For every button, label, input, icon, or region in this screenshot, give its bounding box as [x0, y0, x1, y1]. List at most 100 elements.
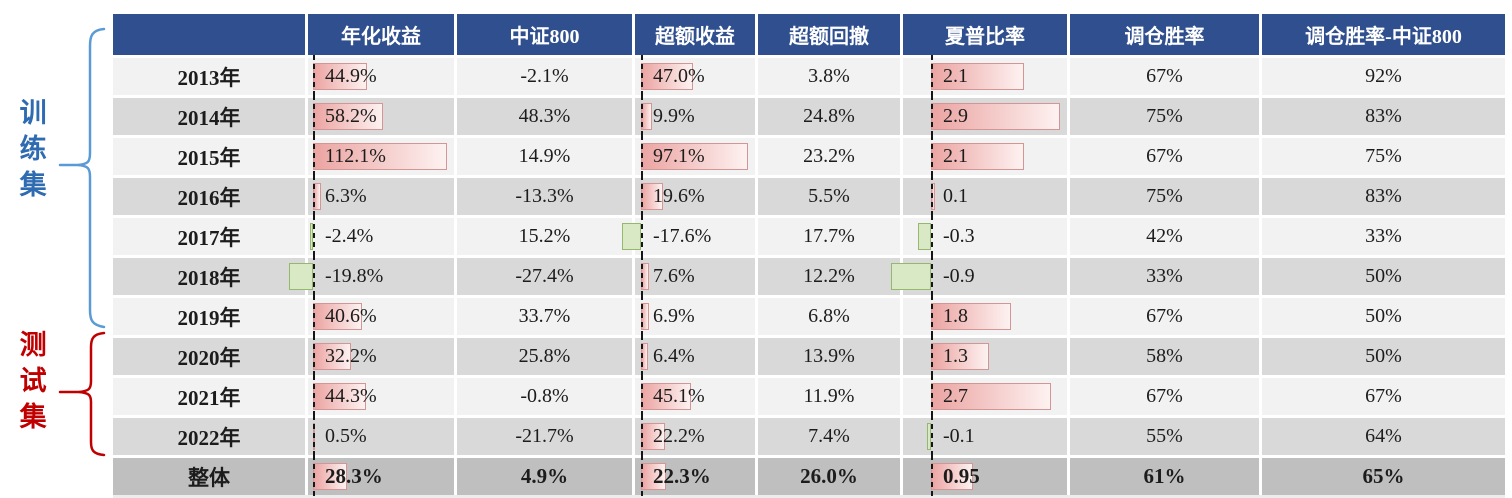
cell-value: 2.7 [943, 385, 968, 407]
header-cell-6: 调仓胜率 [1070, 14, 1259, 55]
dashed-guide-line [313, 455, 315, 498]
data-bar-cell: -19.8% [289, 255, 454, 298]
data-cell: 17.7% [758, 218, 900, 255]
year-cell: 2015年 [113, 138, 305, 175]
data-bar-cell: -2.4% [308, 215, 454, 258]
cell-value: 28.3% [325, 464, 383, 488]
data-bar-negative [621, 223, 641, 250]
data-cell: 15.2% [457, 218, 632, 255]
cell-value: 97.1% [653, 145, 705, 167]
data-cell: 58% [1070, 338, 1259, 375]
data-cell: 12.2% [758, 258, 900, 295]
data-cell: 5.5% [758, 178, 900, 215]
year-cell: 2020年 [113, 338, 305, 375]
dashed-guide-line [931, 335, 933, 378]
cell-value: 6.8% [808, 305, 850, 327]
cell-value: 3.8% [808, 65, 850, 87]
cell-value: 55% [1146, 425, 1183, 447]
cell-value: 67% [1146, 145, 1183, 167]
cell-value: -0.3 [943, 225, 975, 247]
data-cell: 50% [1262, 338, 1505, 375]
data-bar-cell: 58.2% [308, 95, 454, 138]
data-bar-cell: 1.8 [903, 295, 1067, 338]
dashed-guide-line [641, 415, 643, 458]
cell-value: 75% [1146, 105, 1183, 127]
year-cell: 2021年 [113, 378, 305, 415]
group-braces [58, 27, 106, 457]
header-cell-3: 超额收益 [635, 14, 755, 55]
header-cell-1: 年化收益 [308, 14, 454, 55]
data-bar-cell: 2.7 [903, 375, 1067, 418]
cell-value: 33% [1146, 265, 1183, 287]
data-bar-cell: 0.1 [903, 175, 1067, 218]
data-cell: 67% [1070, 58, 1259, 95]
data-bar-positive [931, 143, 1025, 170]
data-cell: 83% [1262, 98, 1505, 135]
dashed-guide-line [313, 255, 315, 298]
performance-table: 年化收益 中证800 超额收益 超额回撤 夏普比率 调仓胜率 调仓胜率-中证800 2013年… [113, 14, 1505, 498]
data-cell: 55% [1070, 418, 1259, 455]
data-cell: 7.4% [758, 418, 900, 455]
dashed-guide-line [313, 295, 315, 338]
cell-value: 58% [1146, 345, 1183, 367]
cell-value: 33.7% [518, 305, 571, 327]
header-cell-4: 超额回撤 [758, 14, 900, 55]
data-bar-cell: 44.9% [308, 55, 454, 98]
cell-value: 48.3% [518, 105, 571, 127]
cell-value: 26.0% [800, 464, 858, 488]
cell-value: -0.8% [520, 385, 569, 407]
cell-value: 50% [1365, 305, 1402, 327]
year-cell: 2019年 [113, 298, 305, 335]
cell-value: 5.5% [808, 185, 850, 207]
cell-value: 42% [1146, 225, 1183, 247]
dashed-guide-line [931, 55, 933, 98]
test-brace-icon [58, 331, 106, 457]
dashed-guide-line [641, 375, 643, 418]
data-cell: 75% [1070, 178, 1259, 215]
train-set-label: 训练集 [15, 98, 46, 206]
cell-value: 0.5% [325, 425, 367, 447]
cell-value: 47.0% [653, 65, 705, 87]
data-bar-cell: 112.1% [308, 135, 454, 178]
data-bar-cell: 47.0% [635, 55, 755, 98]
cell-value: 7.4% [808, 425, 850, 447]
cell-value: 1.3 [943, 345, 968, 367]
cell-value: 19.6% [653, 185, 705, 207]
data-cell: 3.8% [758, 58, 900, 95]
cell-value: 33% [1365, 225, 1402, 247]
data-bar-cell: 2.1 [903, 55, 1067, 98]
dashed-guide-line [641, 95, 643, 138]
header-cell-7: 调仓胜率-中证800 [1262, 14, 1505, 55]
header-cell-2: 中证800 [457, 14, 632, 55]
year-cell: 2013年 [113, 58, 305, 95]
data-bar-positive [641, 383, 691, 410]
data-bar-cell: -0.9 [890, 255, 1067, 298]
cell-value: 2.9 [943, 105, 968, 127]
cell-value: 2.1 [943, 65, 968, 87]
data-bar-negative [926, 423, 931, 450]
data-cell: -2.1% [457, 58, 632, 95]
cell-value: 15.2% [518, 225, 571, 247]
data-cell: 61% [1070, 458, 1259, 495]
test-set-label: 测试集 [15, 330, 46, 438]
data-bar-negative [310, 223, 313, 250]
data-bar-cell: 2.9 [903, 95, 1067, 138]
dashed-guide-line [313, 335, 315, 378]
cell-value: 112.1% [325, 145, 386, 167]
dashed-guide-line [313, 175, 315, 218]
dashed-guide-line [931, 175, 933, 218]
data-cell: 42% [1070, 218, 1259, 255]
cell-value: 6.9% [653, 305, 695, 327]
cell-value: 0.95 [943, 464, 980, 488]
dashed-guide-line [931, 215, 933, 258]
cell-value: 61% [1143, 464, 1186, 488]
table-bottom-edge [113, 495, 1505, 498]
cell-value: 9.9% [653, 105, 695, 127]
dashed-guide-line [931, 95, 933, 138]
data-bar-positive [313, 103, 383, 130]
header-cell-5: 夏普比率 [903, 14, 1067, 55]
data-bar-cell: 22.2% [635, 415, 755, 458]
cell-value: 6.3% [325, 185, 367, 207]
cell-value: 75% [1146, 185, 1183, 207]
dashed-guide-line [931, 295, 933, 338]
